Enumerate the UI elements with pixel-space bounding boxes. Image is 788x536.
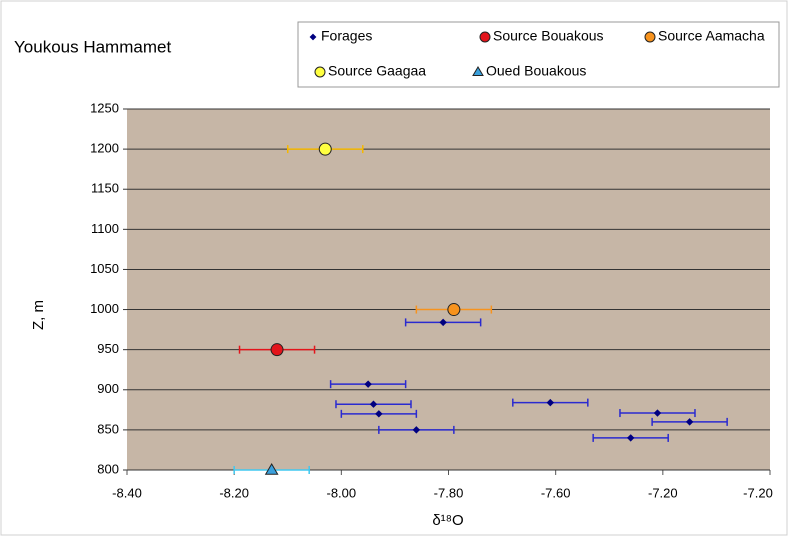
legend-marker (472, 66, 484, 76)
y-tick-label: 1200 (90, 141, 119, 156)
data-point (653, 409, 662, 417)
y-tick-label: 950 (97, 341, 119, 356)
y-label-box (22, 262, 56, 368)
data-point (439, 318, 447, 327)
data-point (546, 398, 555, 407)
y-tick-label: 850 (97, 421, 119, 436)
y-axis-label: Z, m (30, 300, 47, 330)
y-tick-label: 1100 (91, 221, 119, 236)
legend-label: Oued Bouakous (486, 63, 586, 79)
chart-title: Youkous Hammamet (14, 37, 171, 56)
legend (297, 21, 780, 88)
y-tick-label: 1000 (90, 301, 119, 316)
data-point (369, 400, 378, 408)
legend-label: Source Gaagaa (328, 63, 426, 79)
y-tick-label: 1050 (90, 261, 119, 276)
legend-label: Source Aamacha (658, 28, 765, 44)
legend-label: Forages (321, 28, 372, 44)
y-tick-label: 900 (97, 381, 119, 396)
plot-area (127, 109, 770, 470)
legend-marker (479, 31, 491, 43)
x-label-box (408, 506, 488, 534)
data-point (626, 434, 635, 442)
x-tick-label: -8.20 (219, 485, 249, 500)
data-point (318, 142, 332, 156)
y-tick-label: 1150 (91, 181, 119, 196)
x-tick-label: -8.00 (327, 485, 357, 500)
data-point (685, 418, 694, 426)
x-tick-label: -7.20 (648, 485, 678, 500)
y-tick-label: 1250 (90, 100, 119, 115)
x-axis-label: δ¹⁸O (432, 512, 463, 529)
y-tick-label: 800 (97, 461, 119, 476)
x-tick-label: -8.40 (112, 485, 142, 500)
data-point (270, 343, 284, 357)
legend-marker (314, 66, 326, 78)
data-point (447, 303, 461, 317)
data-point (375, 410, 383, 418)
x-tick-label: -7.20 (743, 485, 773, 500)
legend-marker (644, 31, 656, 43)
x-tick-label: -7.80 (434, 485, 464, 500)
data-point (364, 380, 372, 388)
data-point (412, 426, 421, 434)
legend-marker (309, 33, 317, 41)
x-tick-label: -7.60 (541, 485, 571, 500)
legend-label: Source Bouakous (493, 28, 604, 44)
data-point (264, 463, 279, 475)
